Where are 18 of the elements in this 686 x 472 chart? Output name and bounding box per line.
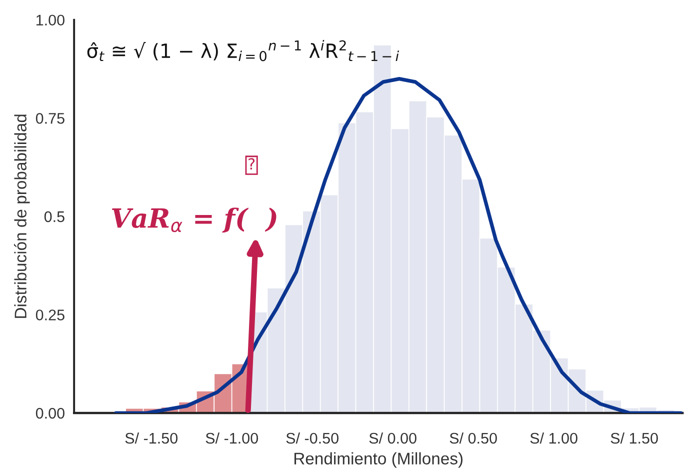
x-tick-label: S/ 0.00 (369, 432, 416, 444)
y-tick-label: 0.25 (36, 310, 64, 320)
x-tick-label: S/ 0.50 (450, 432, 497, 444)
annotation: ? (248, 158, 255, 170)
text: σ̂$_{t}$ ≅ √ (1 − λ) Σ$_{i=0}$$^{n−1}$ λ$^{i}$R$^{2}$$_{t−1−i}$ (87, 40, 399, 62)
y-tick-label: 0.75 (36, 112, 64, 124)
y-axis-title: Distribución de probabilidad (14, 114, 30, 318)
y-tick-label: 0.5 (44, 211, 64, 222)
y-tick-label: 0.00 (36, 408, 64, 419)
x-tick-label: S/ -0.50 (286, 432, 338, 444)
y-tick-label: 1.00 (36, 14, 64, 26)
x-tick-label: S/ 1.50 (610, 432, 658, 444)
x-axis-title: Rendimiento (Millones) (294, 452, 463, 468)
line-series (114, 76, 683, 413)
x-tick-label: S/ -1.00 (206, 432, 258, 444)
x-tick-label: S/ 1.00 (530, 432, 578, 444)
x-tick-label: S/ -1.50 (125, 432, 178, 444)
annotation: VaR$_{α}$ = f( ) (112, 208, 276, 233)
